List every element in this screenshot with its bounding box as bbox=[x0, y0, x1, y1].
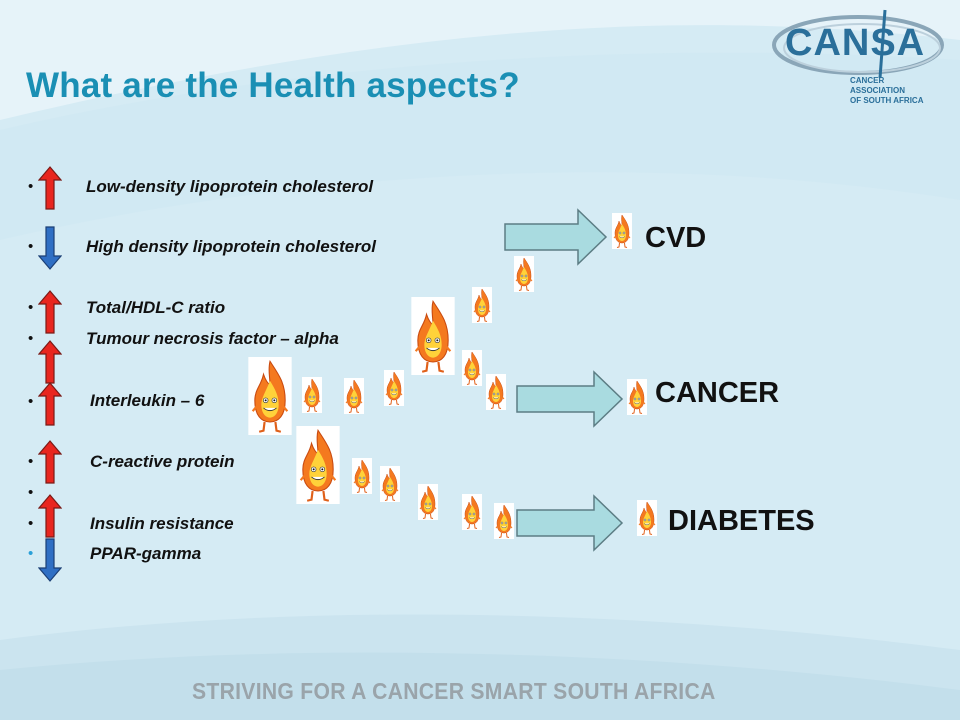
list-item-insulin: Insulin resistance bbox=[90, 514, 234, 533]
right-block-arrow-icon bbox=[516, 494, 624, 552]
flame-character-icon bbox=[462, 494, 482, 530]
bullet-dot: • bbox=[28, 545, 34, 562]
flame-character-icon bbox=[627, 379, 647, 415]
list-item-tnf: Tumour necrosis factor – alpha bbox=[86, 329, 339, 348]
footer-slogan: STRIVING FOR A CANCER SMART SOUTH AFRICA bbox=[192, 678, 716, 704]
flame-character-icon bbox=[462, 350, 482, 386]
outcome-diabetes: DIABETES bbox=[668, 505, 815, 537]
bullet-dot: • bbox=[28, 330, 34, 347]
logo-name: CANSA bbox=[785, 22, 926, 64]
red-up-arrow-icon bbox=[38, 382, 62, 426]
flame-character-icon bbox=[637, 500, 657, 536]
list-item-ppar: PPAR-gamma bbox=[90, 544, 202, 563]
cansa-logo-icon bbox=[772, 9, 944, 79]
red-up-arrow-icon bbox=[38, 166, 62, 210]
red-up-arrow-icon bbox=[38, 494, 62, 538]
flame-character-icon bbox=[472, 287, 492, 323]
flame-character-icon bbox=[248, 357, 292, 435]
flame-character-icon bbox=[486, 374, 506, 410]
flame-character-icon bbox=[296, 426, 340, 504]
flame-character-icon bbox=[514, 256, 534, 292]
flame-character-icon bbox=[384, 370, 404, 406]
bullet-dot: • bbox=[28, 238, 34, 255]
bullet-dot: • bbox=[28, 515, 34, 532]
bullet-dot: • bbox=[28, 299, 34, 316]
flame-character-icon bbox=[418, 484, 438, 520]
flame-character-icon bbox=[380, 466, 400, 502]
flame-character-icon bbox=[612, 213, 632, 249]
list-item-ldl: Low-density lipoprotein cholesterol bbox=[86, 177, 374, 196]
outcome-cancer: CANCER bbox=[655, 377, 780, 409]
bullet-dot: • bbox=[28, 484, 34, 501]
flame-character-icon bbox=[344, 378, 364, 414]
logo-subtitle: CANCER ASSOCIATION OF SOUTH AFRICA bbox=[850, 76, 940, 106]
page-title: What are the Health aspects? bbox=[26, 66, 520, 105]
list-item-il6: Interleukin – 6 bbox=[90, 391, 205, 410]
logo-subtitle-line1: CANCER ASSOCIATION bbox=[850, 76, 905, 95]
bullet-dot: • bbox=[28, 393, 34, 410]
list-item-crp: C-reactive protein bbox=[90, 452, 235, 471]
list-item-ratio: Total/HDL-C ratio bbox=[86, 298, 226, 317]
bullet-dot: • bbox=[28, 453, 34, 470]
right-block-arrow-icon bbox=[516, 370, 624, 428]
logo-subtitle-line2: OF SOUTH AFRICA bbox=[850, 96, 924, 105]
red-up-arrow-icon bbox=[38, 290, 62, 334]
red-up-arrow-icon bbox=[38, 340, 62, 384]
blue-down-arrow-icon bbox=[38, 538, 62, 582]
right-block-arrow-icon bbox=[504, 208, 608, 266]
list-item-hdl: High density lipoprotein cholesterol bbox=[86, 237, 376, 256]
flame-character-icon bbox=[302, 377, 322, 413]
flame-character-icon bbox=[352, 458, 372, 494]
flame-character-icon bbox=[494, 503, 514, 539]
flame-character-icon bbox=[410, 297, 456, 375]
blue-down-arrow-icon bbox=[38, 226, 62, 270]
outcome-cvd: CVD bbox=[645, 222, 707, 254]
red-up-arrow-icon bbox=[38, 440, 62, 484]
bullet-dot: • bbox=[28, 178, 34, 195]
